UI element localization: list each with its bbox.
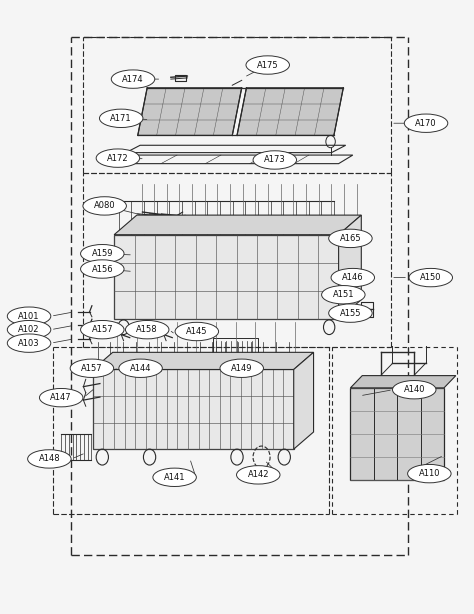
- Ellipse shape: [408, 464, 451, 483]
- Ellipse shape: [111, 70, 155, 88]
- Polygon shape: [138, 88, 242, 136]
- Polygon shape: [93, 352, 314, 370]
- Polygon shape: [350, 376, 456, 388]
- Text: A165: A165: [339, 234, 361, 243]
- Ellipse shape: [100, 109, 143, 128]
- Ellipse shape: [83, 196, 127, 215]
- Ellipse shape: [96, 149, 140, 168]
- Polygon shape: [294, 352, 314, 449]
- Ellipse shape: [237, 465, 280, 484]
- Ellipse shape: [246, 56, 290, 74]
- Text: A175: A175: [257, 61, 279, 69]
- Polygon shape: [114, 215, 361, 235]
- Polygon shape: [338, 215, 361, 319]
- Polygon shape: [237, 88, 343, 136]
- Text: A145: A145: [186, 327, 208, 336]
- Polygon shape: [350, 388, 444, 480]
- Text: A142: A142: [247, 470, 269, 480]
- Text: A147: A147: [50, 393, 72, 402]
- Text: A149: A149: [231, 363, 253, 373]
- Text: A159: A159: [91, 249, 113, 258]
- Ellipse shape: [331, 268, 374, 287]
- Text: A101: A101: [18, 312, 40, 321]
- Ellipse shape: [328, 304, 372, 322]
- Text: A151: A151: [333, 290, 354, 299]
- Text: A140: A140: [403, 385, 425, 394]
- Ellipse shape: [27, 449, 71, 468]
- Text: A173: A173: [264, 155, 286, 165]
- Ellipse shape: [81, 321, 124, 339]
- Text: A156: A156: [91, 265, 113, 273]
- Ellipse shape: [70, 359, 114, 378]
- Ellipse shape: [39, 389, 83, 407]
- Text: A102: A102: [18, 325, 40, 334]
- Text: A146: A146: [342, 273, 364, 282]
- Text: A080: A080: [94, 201, 116, 211]
- Ellipse shape: [175, 322, 219, 341]
- Ellipse shape: [81, 260, 124, 278]
- Ellipse shape: [7, 334, 51, 352]
- Ellipse shape: [126, 321, 169, 339]
- Ellipse shape: [119, 359, 162, 378]
- Text: A158: A158: [137, 325, 158, 334]
- Ellipse shape: [409, 268, 453, 287]
- Text: A110: A110: [419, 469, 440, 478]
- Ellipse shape: [253, 151, 297, 169]
- Text: A170: A170: [415, 119, 437, 128]
- Text: A157: A157: [81, 363, 103, 373]
- Text: A174: A174: [122, 75, 144, 84]
- Text: A144: A144: [130, 363, 151, 373]
- Text: A155: A155: [340, 309, 361, 317]
- Text: A103: A103: [18, 339, 40, 348]
- Ellipse shape: [404, 114, 448, 133]
- Text: A141: A141: [164, 473, 185, 482]
- Polygon shape: [114, 235, 338, 319]
- Ellipse shape: [220, 359, 264, 378]
- Ellipse shape: [153, 468, 196, 486]
- Ellipse shape: [7, 321, 51, 339]
- Text: A171: A171: [110, 114, 132, 123]
- Polygon shape: [93, 370, 294, 449]
- Ellipse shape: [7, 307, 51, 325]
- Text: A150: A150: [420, 273, 441, 282]
- Text: A148: A148: [38, 454, 60, 464]
- Text: A172: A172: [107, 154, 129, 163]
- Ellipse shape: [392, 381, 436, 399]
- Text: A157: A157: [91, 325, 113, 334]
- Ellipse shape: [328, 229, 372, 247]
- Ellipse shape: [81, 244, 124, 263]
- Ellipse shape: [321, 286, 365, 304]
